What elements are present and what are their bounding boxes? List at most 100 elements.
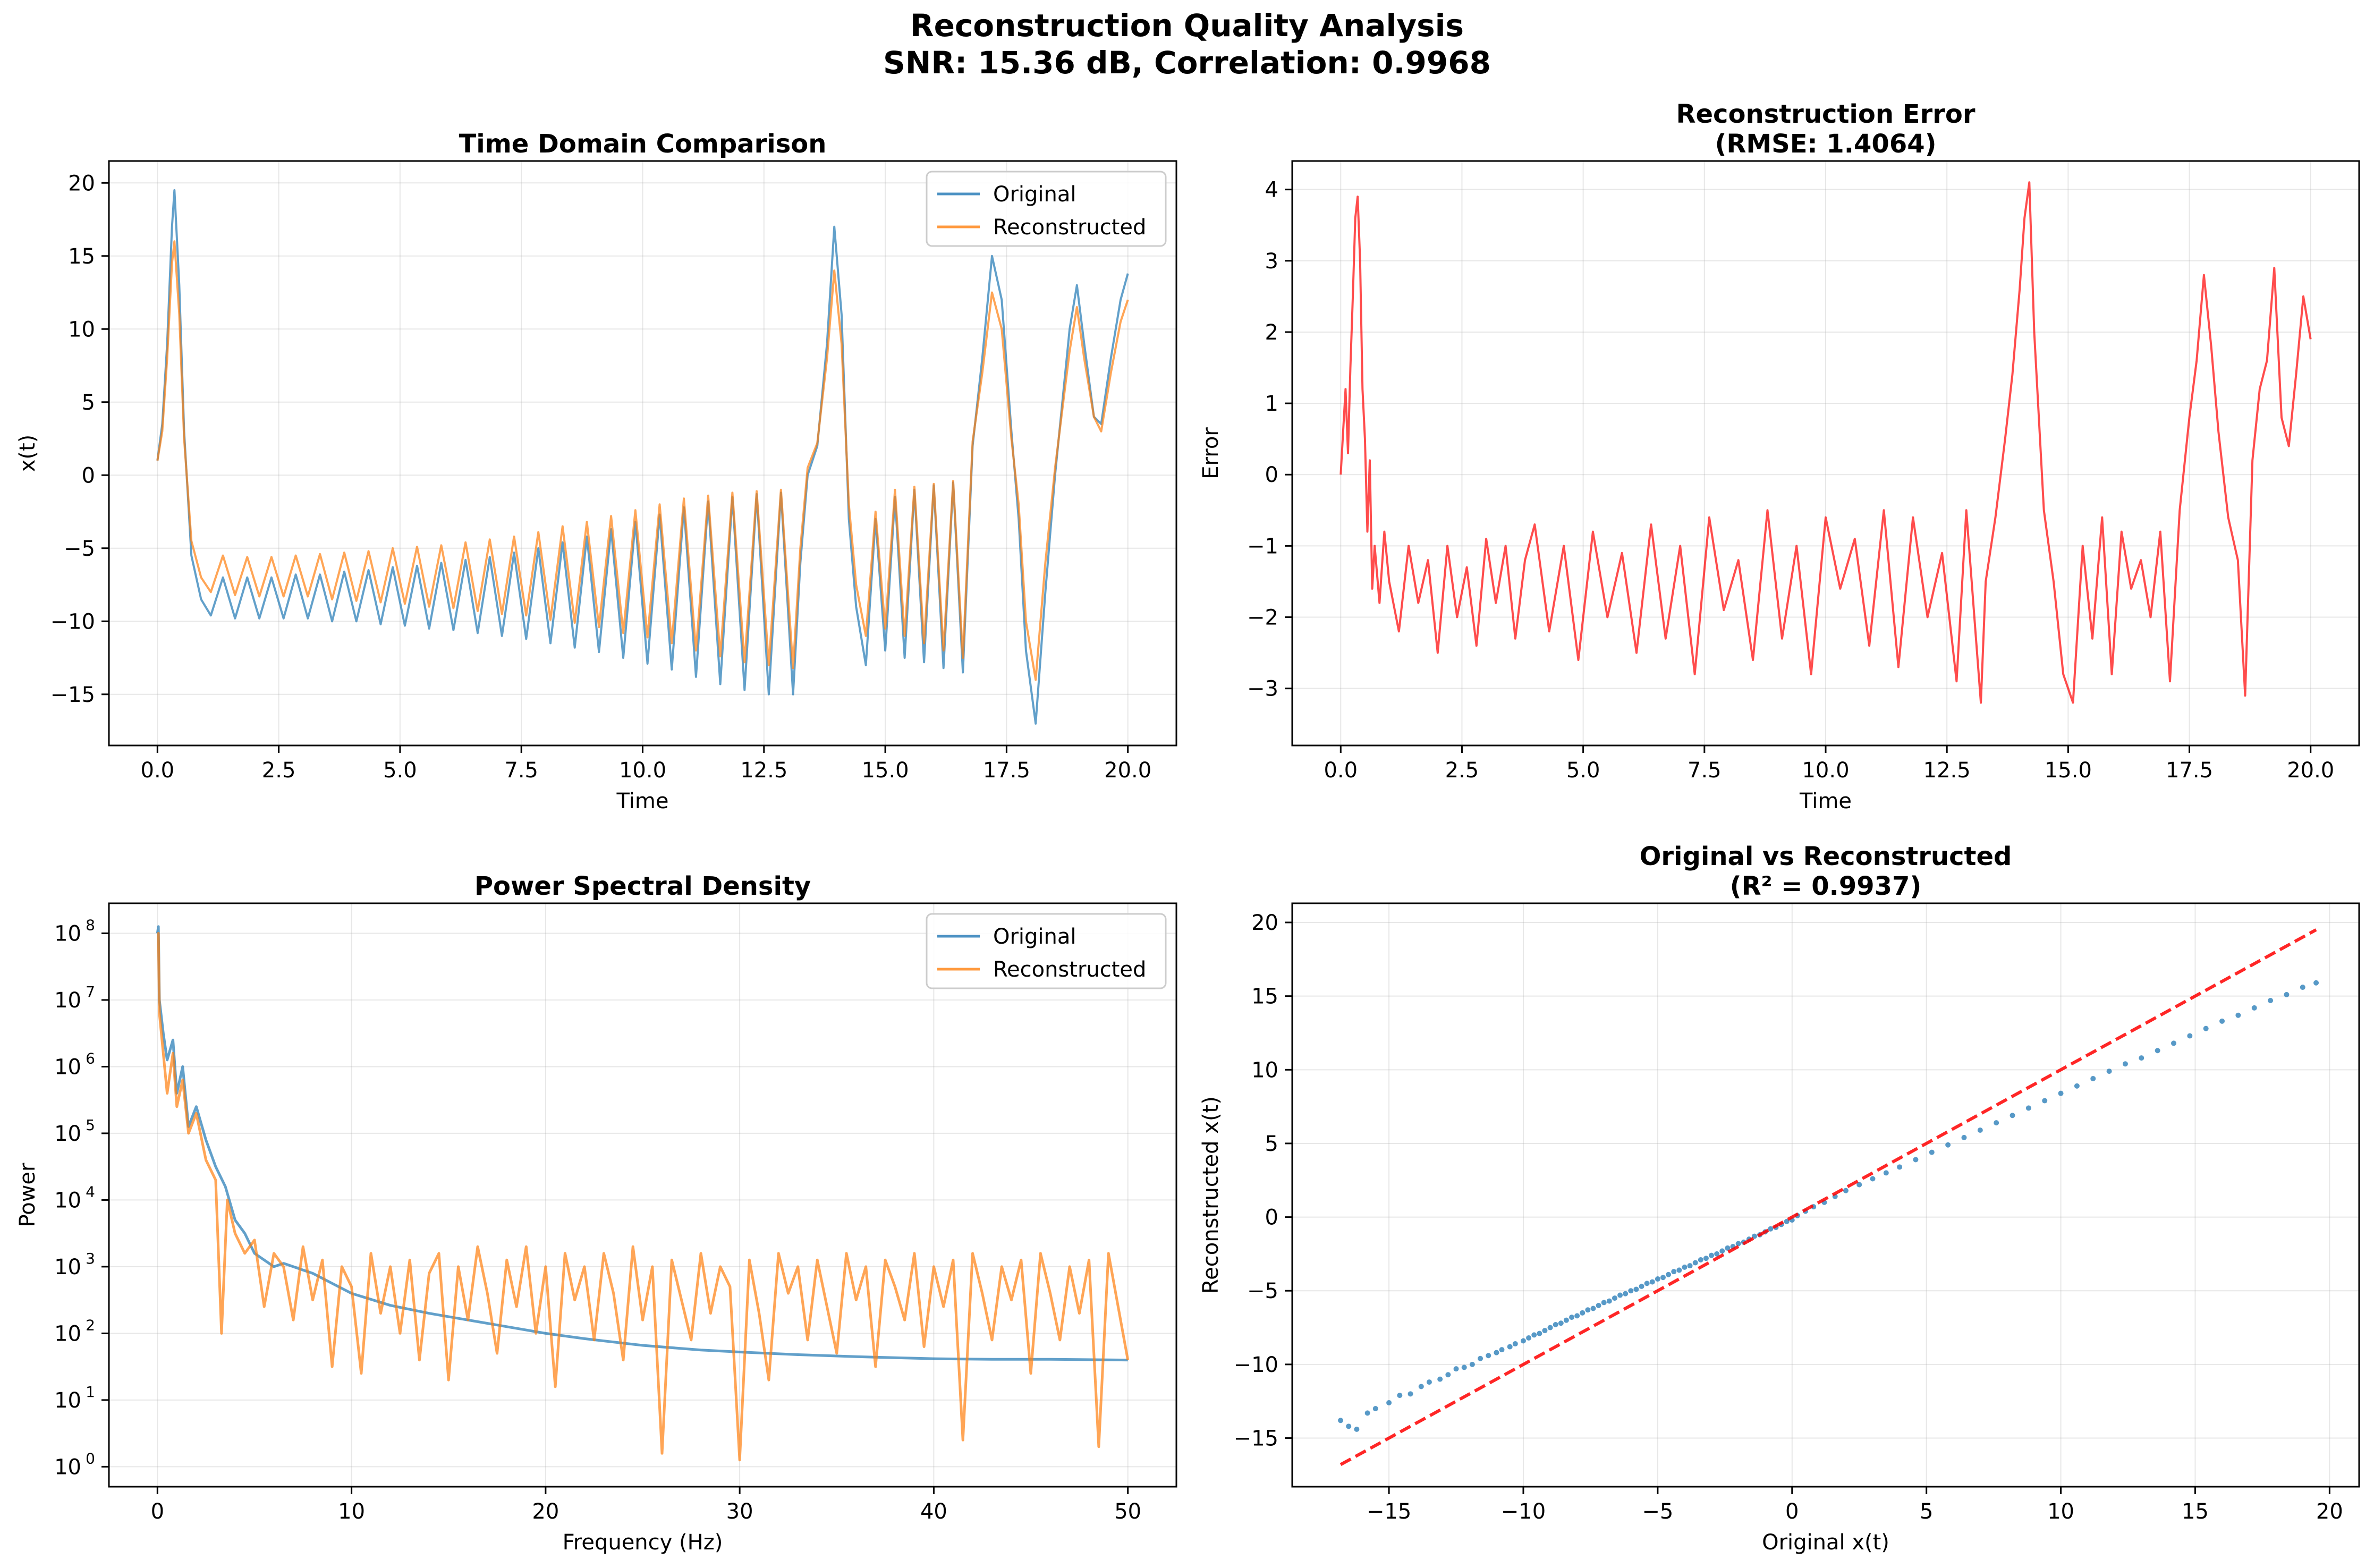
x-axis-label: Frequency (Hz) (563, 1530, 723, 1555)
scatter-point (1338, 1418, 1344, 1423)
y-tick-label: −15 (50, 683, 95, 707)
scatter-point (1590, 1306, 1596, 1311)
y-tick-label: 10 (68, 317, 95, 342)
scatter-point (1346, 1423, 1352, 1429)
x-tick-label: 10.0 (1802, 758, 1849, 783)
y-tick-label: 20 (1251, 911, 1278, 935)
scatter-point (1768, 1226, 1774, 1232)
y-tick-label: −1 (1247, 534, 1278, 558)
scatter-point (1644, 1281, 1650, 1286)
x-tick-label: 20 (532, 1499, 559, 1524)
x-tick-label: 15 (2182, 1499, 2209, 1524)
y-axis-label: x(t) (15, 435, 40, 472)
y-tick-label: 10 (54, 1188, 81, 1213)
scatter-point (1994, 1120, 1999, 1126)
scatter-point (2203, 1025, 2209, 1031)
x-tick-label: 40 (920, 1499, 947, 1524)
scatter-point (1542, 1328, 1548, 1334)
series-line-original (156, 189, 1129, 725)
y-tick-exponent: 7 (86, 983, 95, 1001)
y-tick-label: −10 (1234, 1353, 1278, 1377)
scatter-point (1856, 1182, 1862, 1188)
scatter-point (1469, 1361, 1475, 1367)
x-tick-label: 12.5 (740, 758, 787, 783)
scatter-point (1531, 1332, 1537, 1338)
x-tick-label: 10 (338, 1499, 365, 1524)
scatter-point (1628, 1288, 1634, 1294)
x-tick-label: 0 (1785, 1499, 1799, 1524)
y-axis-label: Power (15, 1163, 40, 1227)
scatter-point (1687, 1263, 1693, 1269)
y-tick-label: −5 (1247, 1279, 1278, 1303)
y-tick-exponent: 2 (86, 1316, 95, 1334)
plot-area (1339, 181, 2312, 704)
scatter-point (1698, 1257, 1703, 1262)
x-tick-label: 10 (2047, 1499, 2074, 1524)
scatter-point (1709, 1252, 1715, 1258)
scatter-point (1397, 1393, 1403, 1399)
scatter-point (1553, 1322, 1558, 1327)
y-tick-label: 10 (54, 1455, 81, 1479)
x-tick-label: 7.5 (1688, 758, 1722, 783)
axes-title: Reconstruction Error (1676, 99, 1975, 129)
scatter-point (1843, 1188, 1849, 1193)
scatter-point (2090, 1075, 2096, 1081)
series-line-reconstructed (156, 240, 1129, 681)
x-tick-label: 0 (151, 1499, 164, 1524)
scatter-point (1784, 1218, 1790, 1224)
legend-label: Reconstructed (993, 957, 1146, 982)
x-tick-label: 7.5 (504, 758, 538, 783)
scatter-point (1499, 1347, 1505, 1353)
scatter-point (2171, 1040, 2177, 1046)
scatter-point (2074, 1083, 2080, 1089)
series-line-original (156, 925, 1128, 1362)
scatter-point (1580, 1310, 1586, 1316)
scatter-point (2300, 985, 2305, 990)
axes-title: Power Spectral Density (474, 871, 811, 901)
figure-suptitle: Reconstruction Quality Analysis (910, 7, 1464, 44)
axes-scatter: −15 −10 −5 0 5 10 15 20 −15 −10 −5 0 5 10 15 20 Original… (1199, 842, 2360, 1555)
x-tick-label: −15 (1367, 1499, 1411, 1524)
legend-label: Reconstructed (993, 215, 1146, 240)
scatter-point (1426, 1379, 1432, 1385)
scatter-point (1408, 1391, 1413, 1397)
scatter-point (2235, 1012, 2241, 1018)
scatter-point (1437, 1376, 1443, 1382)
y-tick-label: 0 (1265, 463, 1278, 487)
scatter-point (1660, 1275, 1666, 1281)
axes-subtitle: (RMSE: 1.4064) (1715, 129, 1936, 159)
scatter-point (1617, 1292, 1623, 1298)
y-tick-label: 3 (1265, 249, 1278, 274)
scatter-point (1719, 1248, 1725, 1254)
x-axis-label: Time (1799, 789, 1852, 813)
y-tick-label: 10 (54, 1388, 81, 1413)
scatter-point (1354, 1426, 1360, 1432)
x-tick-label: 50 (1114, 1499, 1141, 1524)
scatter-point (1714, 1251, 1720, 1257)
scatter-point (1585, 1307, 1591, 1313)
scatter-point (2268, 998, 2274, 1003)
legend-box (926, 171, 1167, 247)
scatter-point (1649, 1279, 1655, 1285)
x-tick-label: 30 (726, 1499, 753, 1524)
x-tick-label: −10 (1501, 1499, 1546, 1524)
scatter-point (2313, 980, 2319, 986)
y-tick-label: 5 (82, 391, 95, 415)
x-tick-label: 20 (2316, 1499, 2343, 1524)
scatter-point (1601, 1300, 1607, 1306)
scatter-point (1537, 1330, 1542, 1336)
x-tick-label: 20.0 (2287, 758, 2334, 783)
scatter-point (1569, 1315, 1575, 1320)
x-tick-label: 17.5 (2166, 758, 2213, 783)
scatter-point (1897, 1164, 1903, 1170)
y-tick-label: 10 (54, 1122, 81, 1146)
scatter-point (1558, 1320, 1564, 1326)
x-tick-label: 0.0 (1324, 758, 1358, 783)
scatter-point (1606, 1298, 1612, 1304)
scatter-point (1870, 1176, 1876, 1182)
y-tick-label: 0 (82, 463, 95, 488)
scatter-point (1494, 1350, 1499, 1355)
scatter-point (1486, 1353, 1491, 1359)
y-tick-label: 10 (1251, 1058, 1278, 1082)
x-tick-label: 0.0 (141, 758, 175, 783)
